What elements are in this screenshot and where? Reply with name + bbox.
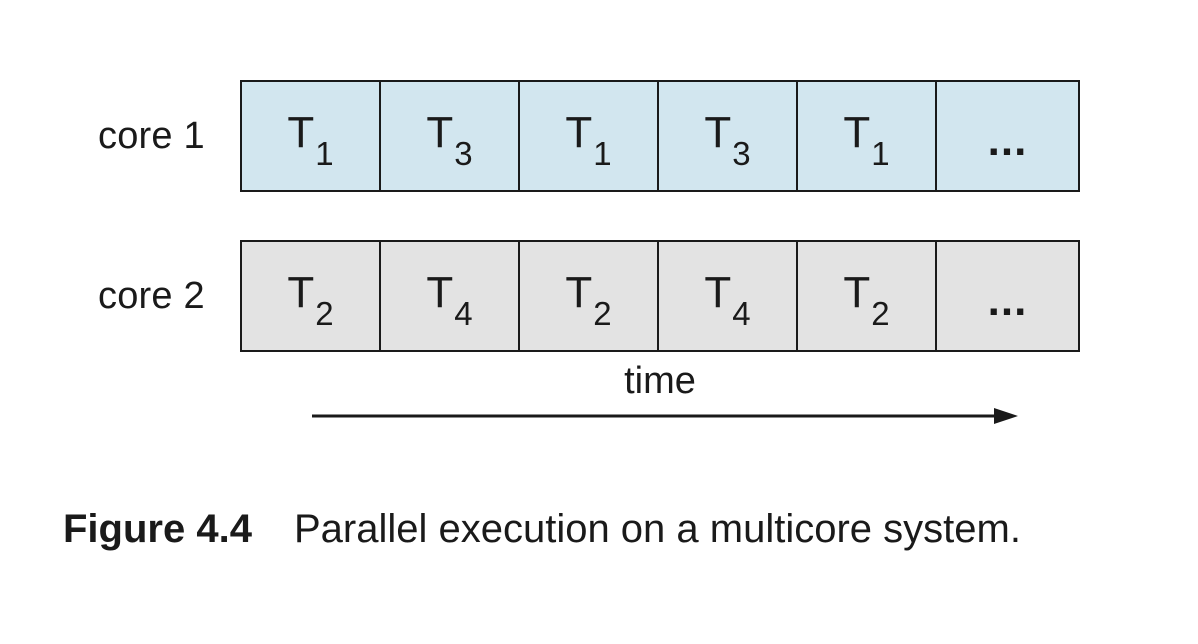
core-1-slot-1: T1 [242,82,381,190]
task-letter: T [565,268,593,317]
figure-caption: Figure 4.4 Parallel execution on a multic… [63,504,1021,554]
task-letter: T [287,108,315,157]
ellipsis: ... [987,116,1028,165]
core-1-slot-5: T1 [798,82,937,190]
core-1-timeline: T1 T3 T1 T3 T1 ... [240,80,1080,192]
task-subscript: 4 [732,295,751,332]
core-2-timeline: T2 T4 T2 T4 T2 ... [240,240,1080,352]
task-letter: T [287,268,315,317]
task-subscript: 4 [454,295,473,332]
core-2-row: core 2 T2 T4 T2 T4 T2 ... [0,240,1198,352]
task-subscript: 3 [732,135,751,172]
figure-number: Figure 4.4 [63,507,252,551]
core-2-slot-continuation: ... [937,242,1078,350]
task-subscript: 1 [315,135,334,172]
task-subscript: 1 [871,135,890,172]
time-axis-label: time [624,360,696,402]
core-2-slot-5: T2 [798,242,937,350]
task-letter: T [843,108,871,157]
core-1-slot-3: T1 [520,82,659,190]
time-arrow-icon [312,408,1018,424]
figure-caption-text: Parallel execution on a multicore system… [293,507,1021,551]
task-subscript: 3 [454,135,473,172]
ellipsis: ... [987,276,1028,325]
core-2-slot-1: T2 [242,242,381,350]
task-subscript: 2 [315,295,334,332]
task-letter: T [565,108,593,157]
core-1-slot-2: T3 [381,82,520,190]
core-2-label: core 2 [98,275,205,317]
core-1-label: core 1 [98,115,205,157]
core-2-slot-4: T4 [659,242,798,350]
core-1-slot-continuation: ... [937,82,1078,190]
core-2-slot-2: T4 [381,242,520,350]
core-2-slot-3: T2 [520,242,659,350]
core-1-slot-4: T3 [659,82,798,190]
task-letter: T [704,108,732,157]
task-letter: T [426,268,454,317]
task-subscript: 2 [871,295,890,332]
task-letter: T [426,108,454,157]
task-subscript: 2 [593,295,612,332]
core-1-row: core 1 T1 T3 T1 T3 T1 ... [0,80,1198,192]
task-letter: T [843,268,871,317]
task-letter: T [704,268,732,317]
task-subscript: 1 [593,135,612,172]
